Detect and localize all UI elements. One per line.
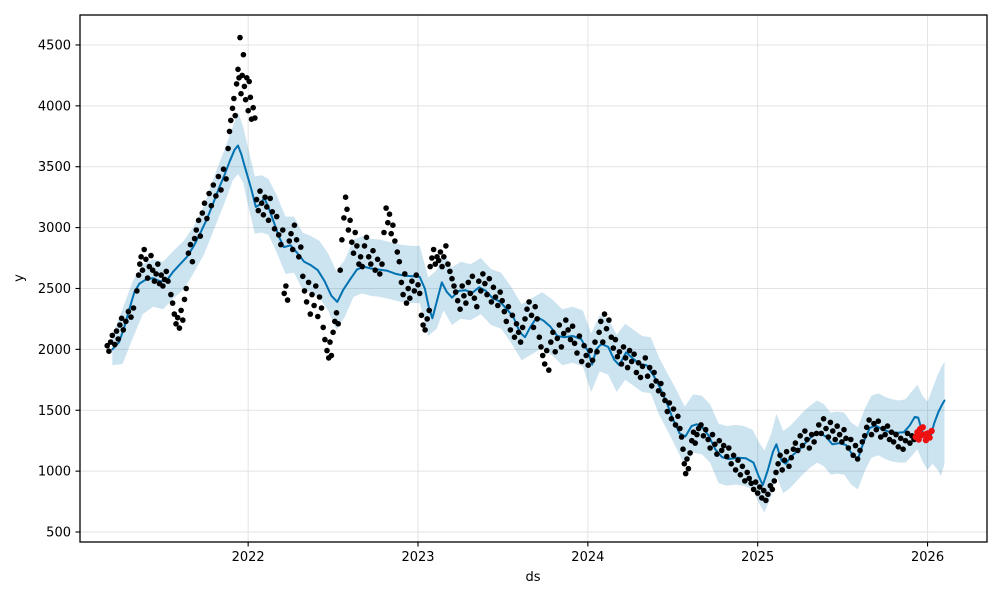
observed-points [104,34,917,504]
uncertainty-band [112,111,945,513]
y-tick-label: 500 [46,526,71,541]
y-tick-label: 3000 [38,221,71,236]
y-tick-label: 1000 [38,465,71,480]
plot-border [79,14,988,543]
anomaly-points [912,424,935,444]
y-tick-label: 4500 [38,38,71,53]
x-tick-label: 2026 [911,550,944,565]
y-tick-label: 4000 [38,99,71,114]
x-tick-label: 2025 [741,550,774,565]
x-tick-label: 2023 [401,550,434,565]
y-tick-label: 3500 [38,160,71,175]
gridlines [80,15,987,542]
y-tick-label: 2000 [38,343,71,358]
x-axis-ticks: 2022 2023 2024 2025 2026 [232,542,944,565]
x-tick-label: 2022 [232,550,265,565]
y-axis-label: y [12,274,27,282]
y-axis-ticks: 500 1000 1500 2000 2500 3000 3500 4000 4500 [38,38,80,541]
y-tick-label: 2500 [38,282,71,297]
y-tick-label: 1500 [38,404,71,419]
x-tick-label: 2024 [571,550,604,565]
x-axis-label: ds [525,570,540,585]
